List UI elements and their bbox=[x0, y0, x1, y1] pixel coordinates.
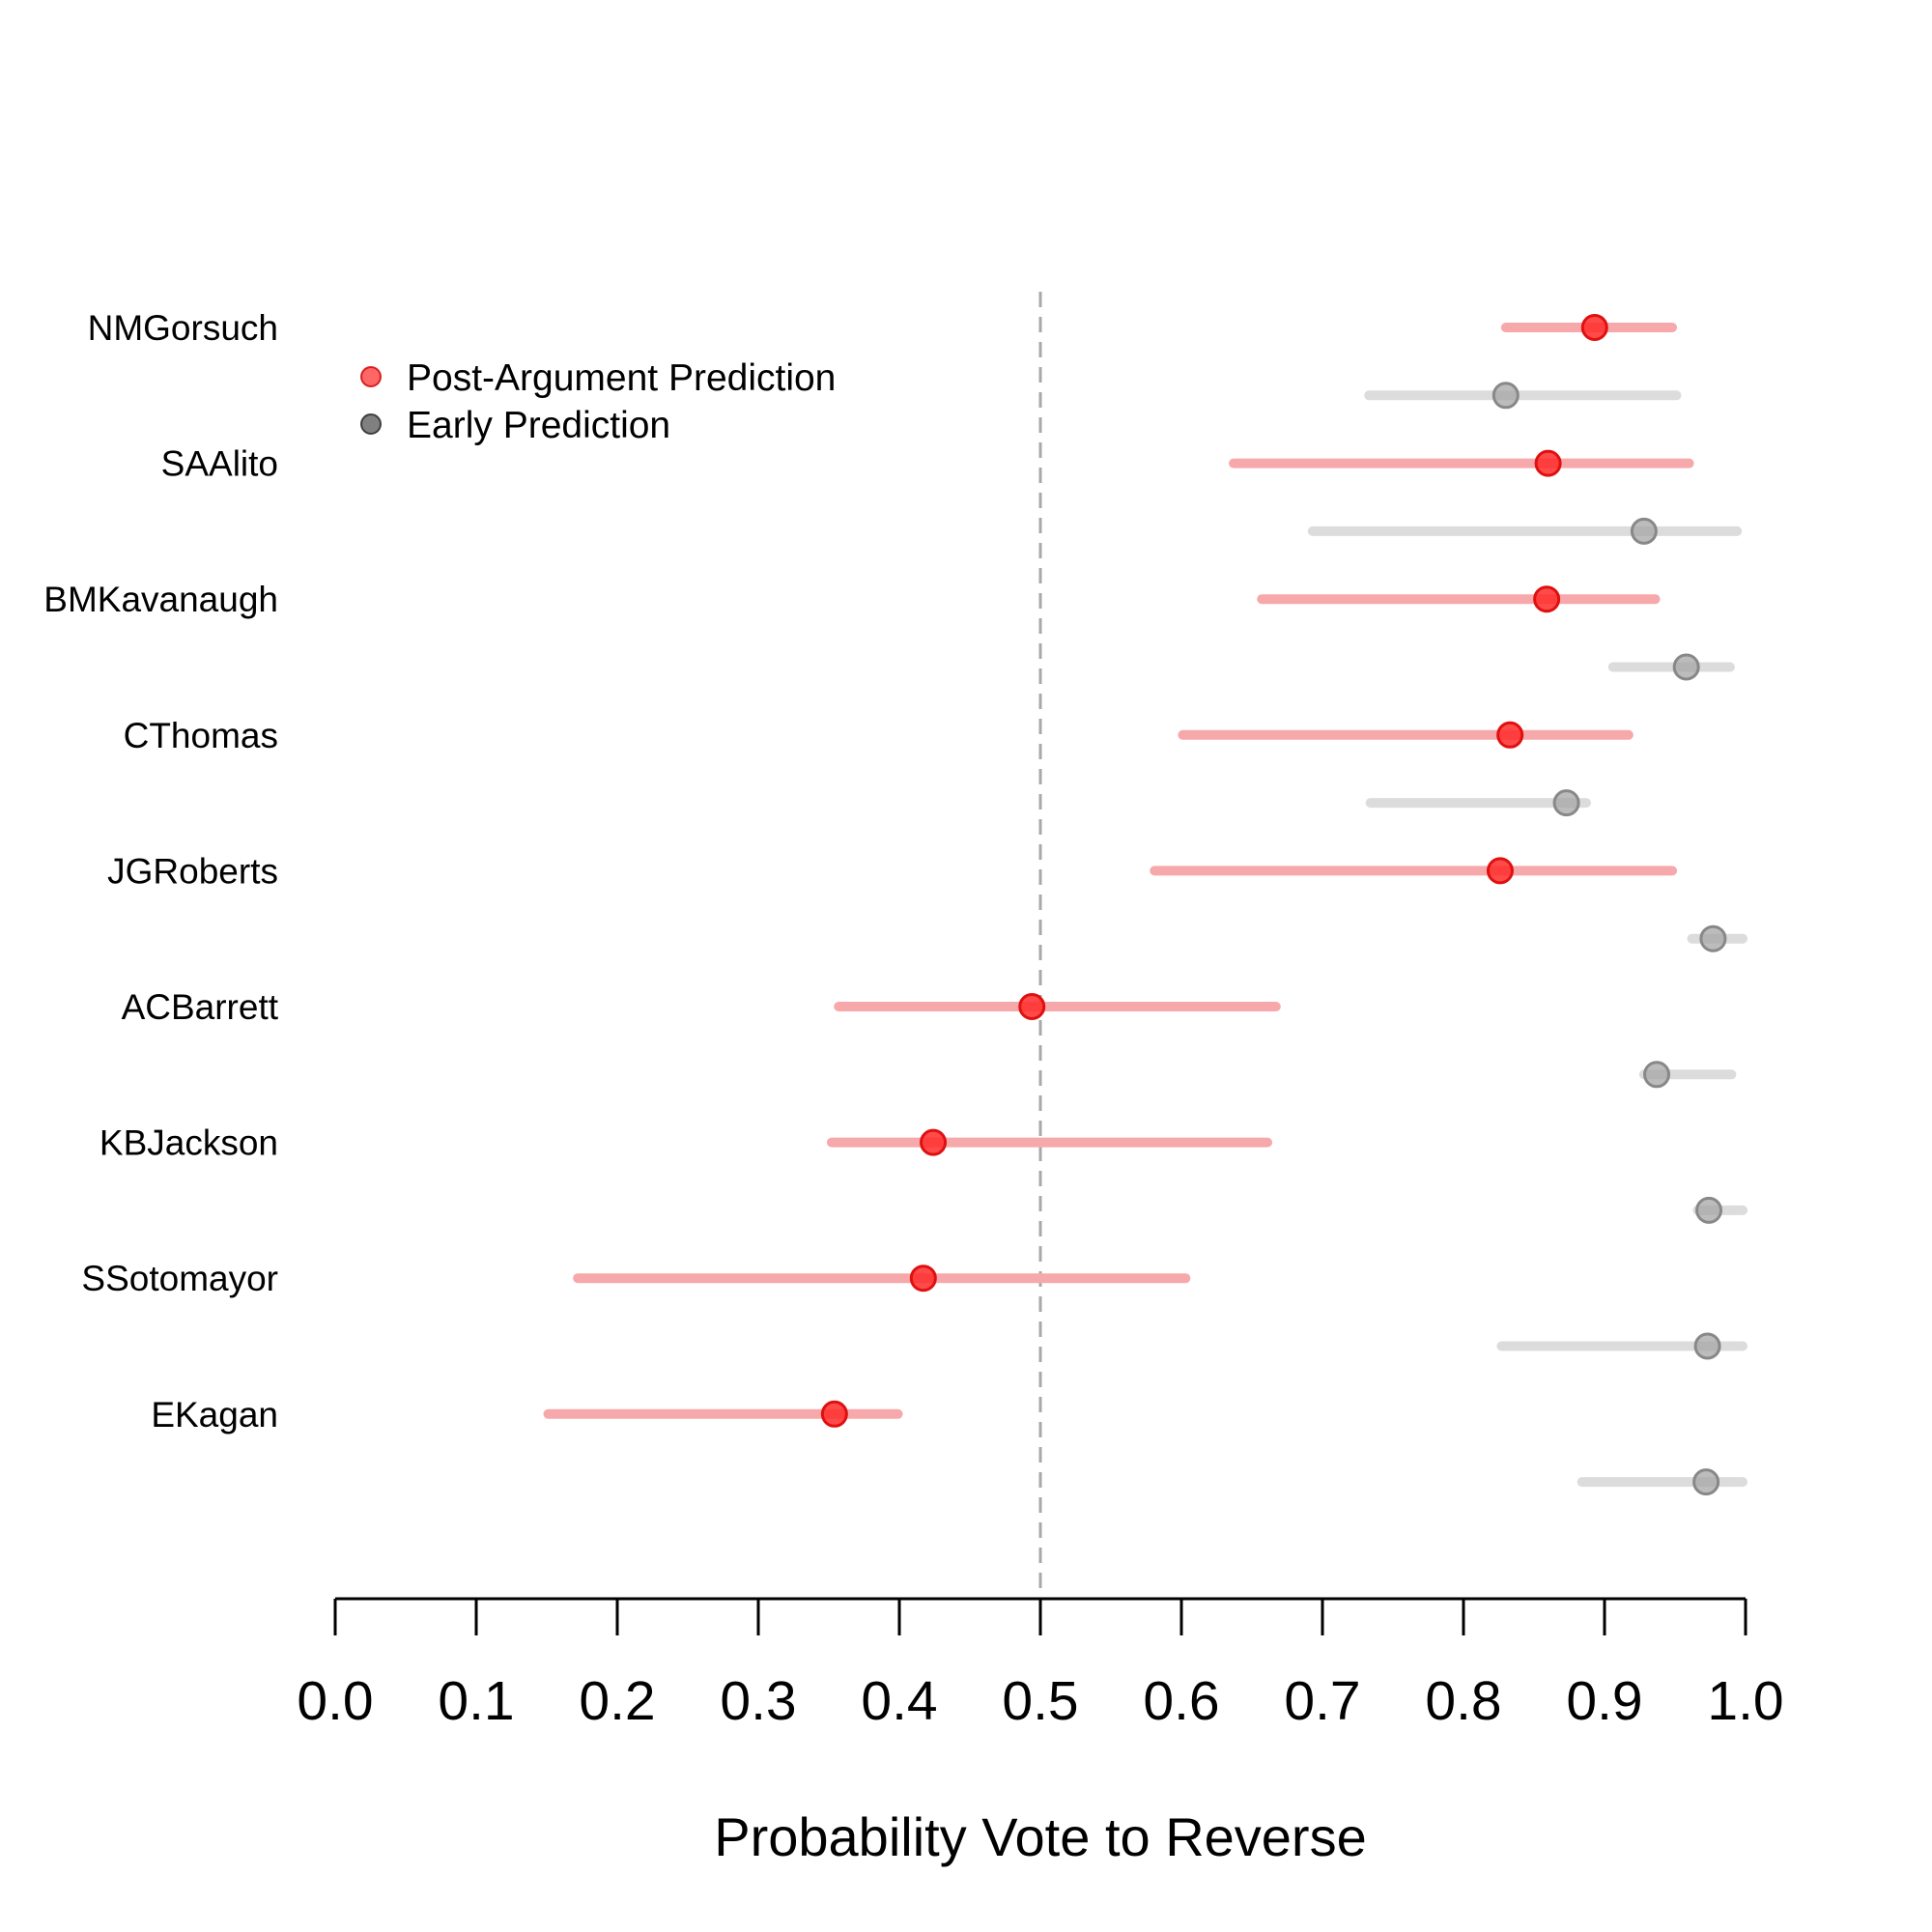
justice-label-kbjackson: KBJackson bbox=[99, 1123, 278, 1163]
point-early-kbjackson bbox=[1695, 1196, 1723, 1224]
legend-marker-early bbox=[360, 413, 382, 435]
justice-label-nmgorsuch: NMGorsuch bbox=[88, 308, 278, 348]
point-early-ekagan bbox=[1692, 1468, 1720, 1496]
point-post-argument-ssotomayor bbox=[909, 1264, 937, 1293]
point-layer bbox=[820, 314, 1727, 1496]
point-post-argument-bmkavanaugh bbox=[1533, 585, 1561, 613]
justice-label-bmkavanaugh: BMKavanaugh bbox=[43, 580, 278, 619]
point-early-ssotomayor bbox=[1693, 1332, 1721, 1360]
point-post-argument-cthomas bbox=[1496, 721, 1524, 749]
justice-label-ssotomayor: SSotomayor bbox=[81, 1259, 278, 1298]
justice-label-acbarrett: ACBarrett bbox=[122, 987, 279, 1027]
point-post-argument-jgroberts bbox=[1486, 857, 1514, 885]
point-early-saalito bbox=[1630, 517, 1658, 545]
x-tick-label-5: 0.5 bbox=[1002, 1670, 1078, 1732]
x-tick-label-1: 0.1 bbox=[438, 1670, 514, 1732]
point-post-argument-nmgorsuch bbox=[1580, 314, 1608, 341]
point-early-acbarrett bbox=[1643, 1061, 1671, 1089]
point-post-argument-acbarrett bbox=[1018, 993, 1046, 1020]
point-early-bmkavanaugh bbox=[1672, 653, 1700, 681]
point-post-argument-ekagan bbox=[820, 1400, 848, 1428]
legend-label-post-argument: Post-Argument Prediction bbox=[407, 357, 836, 399]
point-post-argument-saalito bbox=[1534, 449, 1562, 477]
x-tick-label-7: 0.7 bbox=[1284, 1670, 1360, 1732]
justice-label-cthomas: CThomas bbox=[124, 716, 278, 755]
legend: Post-Argument Prediction Early Predictio… bbox=[360, 357, 836, 446]
x-axis: 0.0 0.1 0.2 0.3 0.4 0.5 0.6 0.7 0.8 0.9 1.0 bbox=[297, 1597, 1784, 1732]
justice-label-ekagan: EKagan bbox=[151, 1395, 278, 1435]
point-post-argument-kbjackson bbox=[920, 1128, 948, 1156]
point-early-cthomas bbox=[1552, 789, 1580, 817]
interval-layer bbox=[543, 323, 1748, 1488]
x-tick-label-9: 0.9 bbox=[1566, 1670, 1642, 1732]
point-early-nmgorsuch bbox=[1492, 382, 1520, 410]
x-tick-label-3: 0.3 bbox=[720, 1670, 796, 1732]
legend-marker-post-argument bbox=[360, 366, 382, 387]
legend-label-early: Early Prediction bbox=[407, 405, 670, 446]
x-tick-label-2: 0.2 bbox=[579, 1670, 655, 1732]
x-tick-label-8: 0.8 bbox=[1425, 1670, 1501, 1732]
x-tick-label-0: 0.0 bbox=[297, 1670, 373, 1732]
x-tick-label-6: 0.6 bbox=[1143, 1670, 1219, 1732]
x-axis-title: Probability Vote to Reverse bbox=[714, 1806, 1366, 1867]
justice-labels: NMGorsuch SAAlito BMKavanaugh CThomas JGRobe… bbox=[43, 308, 278, 1435]
justice-label-saalito: SAAlito bbox=[161, 444, 278, 484]
x-tick-label-4: 0.4 bbox=[861, 1670, 937, 1732]
x-tick-label-10: 1.0 bbox=[1707, 1670, 1783, 1732]
justice-label-jgroberts: JGRoberts bbox=[107, 851, 278, 891]
point-early-jgroberts bbox=[1699, 924, 1727, 952]
